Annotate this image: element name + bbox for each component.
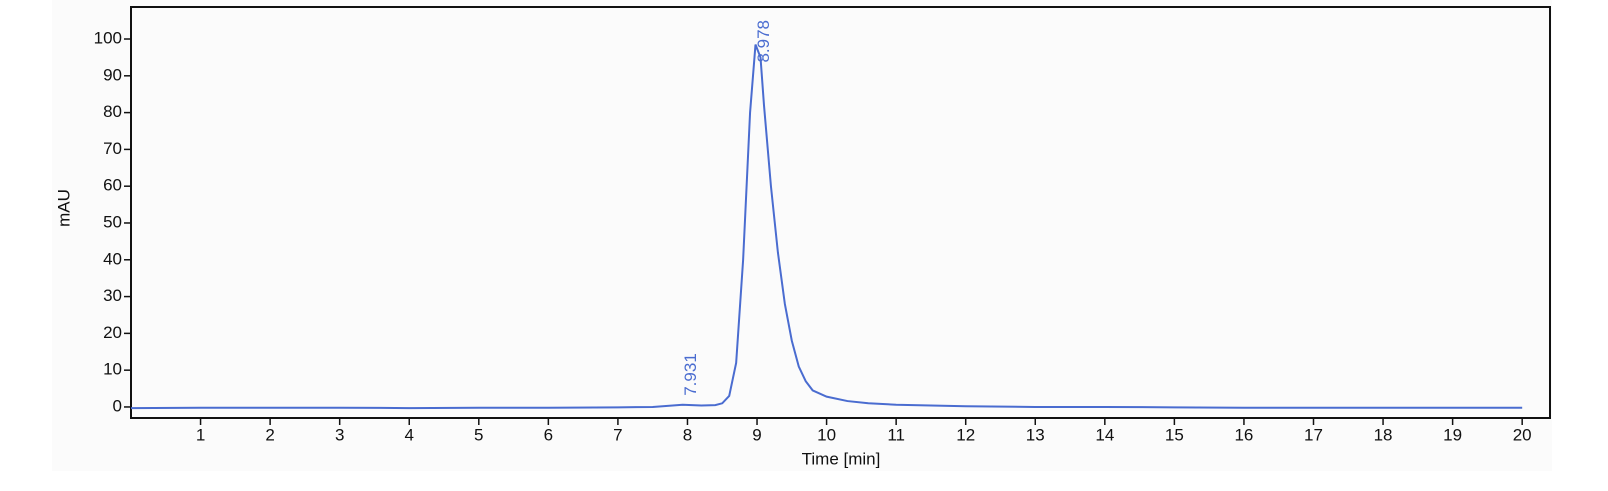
x-tick-label: 12 <box>956 425 975 444</box>
y-tick-label: 50 <box>103 212 122 231</box>
x-tick-label: 9 <box>752 425 761 444</box>
plot-frame <box>130 6 1551 419</box>
y-tick-label: 70 <box>103 139 122 158</box>
x-tick-label: 2 <box>265 425 274 444</box>
x-tick-label: 14 <box>1095 425 1114 444</box>
x-tick-label: 15 <box>1165 425 1184 444</box>
x-axis-label: Time [min] <box>802 449 881 468</box>
x-tick-label: 10 <box>817 425 836 444</box>
x-tick-label: 3 <box>335 425 344 444</box>
y-tick-label: 0 <box>113 396 122 415</box>
y-tick-label: 90 <box>103 65 122 84</box>
chromatogram-line <box>130 44 1523 410</box>
x-tick-label: 19 <box>1443 425 1462 444</box>
x-tick-label: 8 <box>683 425 692 444</box>
y-tick-label: 30 <box>103 286 122 305</box>
x-tick-label: 17 <box>1304 425 1323 444</box>
x-tick-label: 1 <box>196 425 205 444</box>
x-tick-label: 13 <box>1026 425 1045 444</box>
y-tick-label: 100 <box>94 28 122 47</box>
y-tick-label: 80 <box>103 102 122 121</box>
x-tick-label: 7 <box>613 425 622 444</box>
x-tick-label: 5 <box>474 425 483 444</box>
y-tick-label: 60 <box>103 176 122 195</box>
y-tick-label: 10 <box>103 360 122 379</box>
x-tick-label: 4 <box>405 425 414 444</box>
y-tick-label: 20 <box>103 323 122 342</box>
x-tick-label: 18 <box>1374 425 1393 444</box>
y-axis-label: mAU <box>54 189 73 227</box>
peak-label: 8.978 <box>754 20 773 63</box>
x-tick-label: 20 <box>1513 425 1532 444</box>
background <box>52 0 1552 471</box>
x-tick-label: 6 <box>544 425 553 444</box>
y-tick-label: 40 <box>103 249 122 268</box>
x-tick-label: 11 <box>887 425 905 444</box>
x-tick-label: 16 <box>1234 425 1253 444</box>
peak-label: 7.931 <box>681 353 700 396</box>
